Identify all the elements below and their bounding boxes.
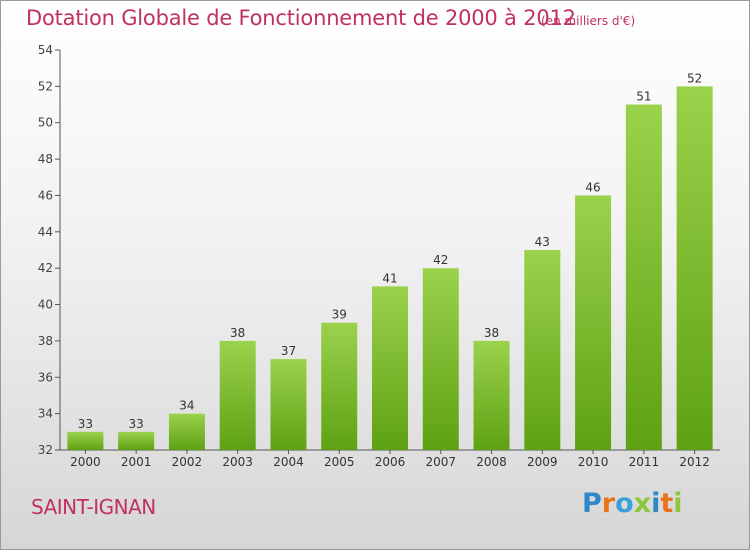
bar-value-label: 42: [433, 253, 448, 267]
chart-unit-label: (en milliers d'€): [541, 14, 636, 28]
y-tick-label: 40: [38, 298, 53, 312]
bar-value-label: 38: [230, 326, 245, 340]
x-tick-label: 2012: [679, 455, 710, 469]
logo-letter: i: [673, 488, 683, 519]
bar-value-label: 38: [484, 326, 499, 340]
bar-value-label: 51: [636, 90, 651, 104]
x-tick-label: 2009: [527, 455, 558, 469]
x-tick-label: 2006: [375, 455, 406, 469]
x-tick-label: 2003: [222, 455, 253, 469]
bar-value-label: 39: [332, 308, 347, 322]
commune-name: SAINT-IGNAN: [31, 495, 156, 519]
x-tick-label: 2007: [425, 455, 456, 469]
logo-letter: i: [651, 488, 661, 519]
bar-value-label: 43: [535, 235, 550, 249]
bar: [524, 250, 561, 450]
logo-letter: P: [582, 488, 602, 519]
y-tick-label: 50: [38, 116, 53, 130]
y-tick-label: 54: [38, 43, 53, 57]
bar: [67, 431, 104, 450]
y-tick-label: 42: [38, 261, 53, 275]
y-tick-label: 46: [38, 188, 53, 202]
bar: [473, 340, 510, 450]
y-tick-label: 36: [38, 370, 53, 384]
bar-value-label: 34: [179, 399, 194, 413]
bar: [219, 340, 256, 450]
bar-value-label: 33: [129, 417, 144, 431]
logo-letter: x: [633, 488, 652, 519]
bar: [422, 268, 459, 450]
x-tick-label: 2005: [324, 455, 355, 469]
logo-letter: o: [615, 488, 634, 519]
logo-letter: t: [660, 488, 674, 519]
y-tick-label: 38: [38, 334, 53, 348]
proxiti-logo: Proxiti: [582, 488, 692, 528]
y-tick-label: 52: [38, 79, 53, 93]
bar: [575, 195, 612, 450]
y-tick-label: 34: [38, 407, 53, 421]
x-tick-label: 2004: [273, 455, 304, 469]
proxiti-logo-text: Proxiti: [582, 488, 692, 519]
x-tick-label: 2000: [70, 455, 101, 469]
y-tick-label: 32: [38, 443, 53, 457]
x-tick-label: 2001: [121, 455, 152, 469]
bar: [676, 86, 713, 450]
bar: [270, 359, 307, 450]
x-tick-label: 2002: [172, 455, 203, 469]
bar: [625, 104, 662, 450]
bar-value-label: 37: [281, 344, 296, 358]
bar-value-label: 41: [382, 271, 397, 285]
bar: [168, 413, 205, 450]
bar-value-label: 33: [78, 417, 93, 431]
bar-value-label: 52: [687, 71, 702, 85]
chart-title: Dotation Globale de Fonctionnement de 20…: [26, 6, 576, 30]
bar: [321, 322, 358, 450]
logo-letter: r: [601, 488, 616, 519]
bar: [372, 286, 408, 450]
y-tick-label: 48: [38, 152, 53, 166]
bar-value-label: 46: [585, 180, 600, 194]
x-tick-label: 2011: [629, 455, 660, 469]
y-tick-label: 44: [38, 225, 53, 239]
x-tick-label: 2008: [476, 455, 507, 469]
x-tick-label: 2010: [578, 455, 609, 469]
bar: [118, 431, 155, 450]
